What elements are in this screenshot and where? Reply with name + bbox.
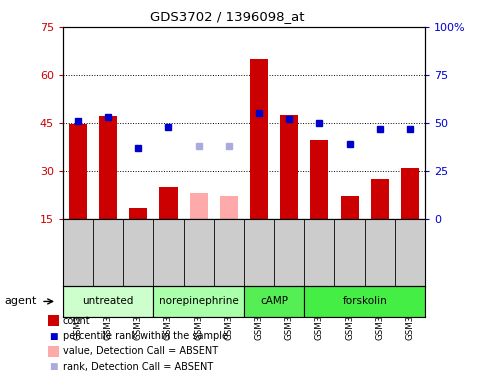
Text: norepinephrine: norepinephrine <box>159 296 239 306</box>
Bar <box>341 197 358 219</box>
Text: ■: ■ <box>49 362 58 371</box>
Text: cAMP: cAMP <box>260 296 288 306</box>
Bar <box>304 286 425 317</box>
Bar <box>250 59 268 219</box>
Bar <box>63 286 154 317</box>
Text: value, Detection Call = ABSENT: value, Detection Call = ABSENT <box>63 346 218 356</box>
Bar <box>220 197 238 219</box>
Text: GDS3702 / 1396098_at: GDS3702 / 1396098_at <box>150 10 304 23</box>
Text: ■: ■ <box>49 331 58 341</box>
Bar <box>311 141 328 219</box>
Bar <box>159 187 178 219</box>
Text: percentile rank within the sample: percentile rank within the sample <box>63 331 228 341</box>
Text: rank, Detection Call = ABSENT: rank, Detection Call = ABSENT <box>63 362 213 372</box>
Bar <box>189 193 208 219</box>
Text: count: count <box>63 316 90 326</box>
Bar <box>129 208 147 219</box>
Bar <box>69 124 87 219</box>
Bar <box>154 286 244 317</box>
Bar <box>99 116 117 219</box>
Bar <box>401 168 419 219</box>
Text: untreated: untreated <box>83 296 134 306</box>
Bar <box>280 115 298 219</box>
Bar <box>371 179 389 219</box>
Bar <box>244 286 304 317</box>
Text: agent: agent <box>5 296 37 306</box>
Text: forskolin: forskolin <box>342 296 387 306</box>
